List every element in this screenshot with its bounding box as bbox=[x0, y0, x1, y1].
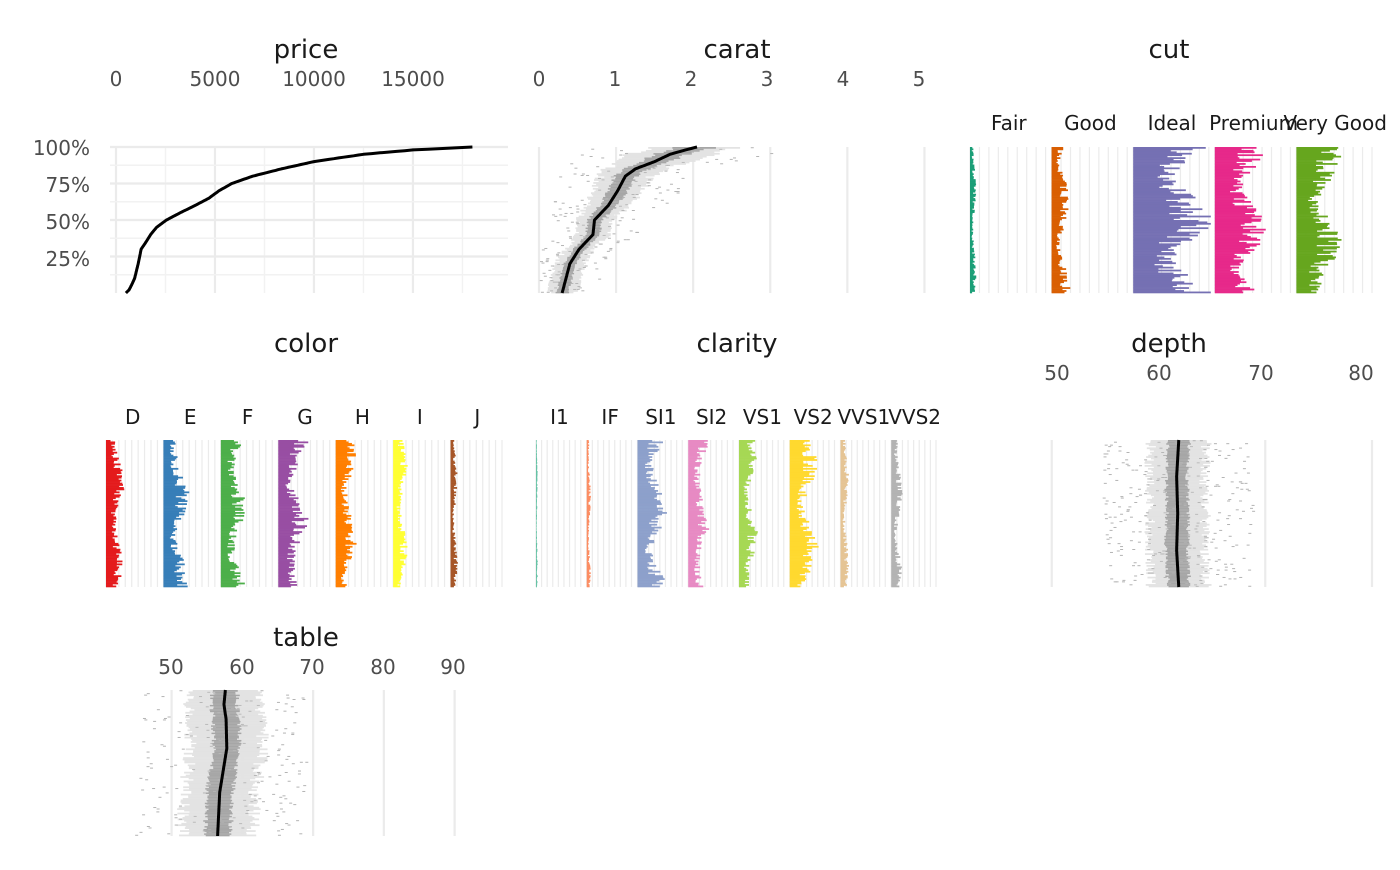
clarity-strip-2: SI1 bbox=[645, 405, 676, 429]
cut-bar-3-99 bbox=[1215, 147, 1257, 149]
price-tick-3: 15000 bbox=[381, 67, 445, 91]
color-strip-6: J bbox=[472, 405, 480, 429]
cut-bar-4-99 bbox=[1296, 147, 1338, 149]
clarity-strip-0: I1 bbox=[550, 405, 569, 429]
carat-tick-0: 0 bbox=[533, 67, 546, 91]
color-strip-2: F bbox=[242, 405, 254, 429]
depth-tick-1: 60 bbox=[1146, 361, 1171, 385]
color-strip-0: D bbox=[125, 405, 140, 429]
depth-tick-3: 80 bbox=[1348, 361, 1373, 385]
color-strip-3: G bbox=[297, 405, 313, 429]
price-plot-area bbox=[110, 147, 508, 293]
table-tick-1: 60 bbox=[229, 655, 254, 679]
price-tick-1: 5000 bbox=[190, 67, 241, 91]
clarity-bar-4-99 bbox=[739, 440, 755, 442]
color-bar-3-99 bbox=[278, 440, 298, 442]
clarity-bar-6-99 bbox=[841, 440, 845, 442]
carat-tick-3: 3 bbox=[761, 67, 774, 91]
cut-strip-0: Fair bbox=[991, 111, 1027, 135]
panel-carat: carat 0 1 2 3 4 5 bbox=[533, 35, 926, 293]
depth-plot-area bbox=[1052, 440, 1372, 587]
panel-depth: depth 50 60 70 80 bbox=[1044, 329, 1373, 587]
cut-strip-2: Ideal bbox=[1148, 111, 1197, 135]
clarity-bar-5-99 bbox=[790, 440, 810, 442]
clarity-bar-1-99 bbox=[587, 440, 589, 442]
clarity-strip-5: VS2 bbox=[794, 405, 833, 429]
color-bar-4-99 bbox=[336, 440, 347, 442]
color-strip-1: E bbox=[184, 405, 197, 429]
price-tick-2: 10000 bbox=[282, 67, 346, 91]
clarity-strip-6: VVS1 bbox=[837, 405, 890, 429]
color-strip-4: H bbox=[355, 405, 370, 429]
panel-title-depth: depth bbox=[1131, 329, 1207, 359]
table-tick-3: 80 bbox=[370, 655, 395, 679]
carat-tick-2: 2 bbox=[685, 67, 698, 91]
cut-bar-2-99 bbox=[1133, 147, 1206, 149]
color-bar-1-99 bbox=[163, 440, 173, 442]
color-bar-0-99 bbox=[106, 440, 111, 442]
panel-price: price 0 5000 10000 15000 100% 75% 50% 25… bbox=[33, 35, 508, 293]
panel-title-price: price bbox=[274, 35, 339, 65]
depth-tick-0: 50 bbox=[1044, 361, 1069, 385]
clarity-strip-1: IF bbox=[601, 405, 618, 429]
table-plot-area bbox=[135, 690, 454, 836]
cut-strip-4: Very Good bbox=[1283, 111, 1387, 135]
table-tick-2: 70 bbox=[299, 655, 324, 679]
depth-mean-line bbox=[1177, 440, 1179, 587]
cut-bar-0-99 bbox=[970, 147, 972, 149]
panel-title-clarity: clarity bbox=[697, 329, 778, 359]
carat-tick-1: 1 bbox=[609, 67, 622, 91]
y-tick-75: 75% bbox=[46, 173, 90, 197]
y-tick-100: 100% bbox=[33, 136, 90, 160]
clarity-bar-2-99 bbox=[638, 440, 653, 442]
panel-title-carat: carat bbox=[703, 35, 770, 65]
panel-title-table: table bbox=[273, 623, 339, 653]
clarity-bar-3-99 bbox=[688, 440, 708, 442]
cut-strip-1: Good bbox=[1064, 111, 1117, 135]
y-tick-25: 25% bbox=[46, 247, 90, 271]
depth-tick-2: 70 bbox=[1248, 361, 1273, 385]
price-tick-0: 0 bbox=[110, 67, 123, 91]
y-tick-50: 50% bbox=[46, 210, 90, 234]
panel-title-color: color bbox=[274, 329, 338, 359]
color-bar-6-99 bbox=[451, 440, 455, 442]
panel-table: table 50 60 70 80 90 bbox=[135, 623, 466, 836]
color-bar-5-99 bbox=[393, 440, 402, 442]
clarity-strip-4: VS1 bbox=[743, 405, 782, 429]
carat-tick-4: 4 bbox=[837, 67, 850, 91]
clarity-bar-7-99 bbox=[891, 440, 897, 442]
panel-title-cut: cut bbox=[1149, 35, 1190, 65]
color-strip-5: I bbox=[417, 405, 423, 429]
clarity-strip-7: VVS2 bbox=[888, 405, 941, 429]
color-plot-area: D E F G H I J bbox=[106, 405, 502, 587]
table-tick-0: 50 bbox=[158, 655, 183, 679]
cut-bar-1-99 bbox=[1052, 147, 1064, 149]
carat-tick-5: 5 bbox=[913, 67, 926, 91]
color-bar-2-99 bbox=[221, 440, 234, 442]
clarity-bar-0-99 bbox=[536, 440, 537, 442]
panel-color: color D E F G H I J bbox=[106, 329, 502, 587]
carat-plot-area bbox=[539, 147, 924, 293]
table-tick-4: 90 bbox=[440, 655, 465, 679]
clarity-strip-3: SI2 bbox=[696, 405, 727, 429]
